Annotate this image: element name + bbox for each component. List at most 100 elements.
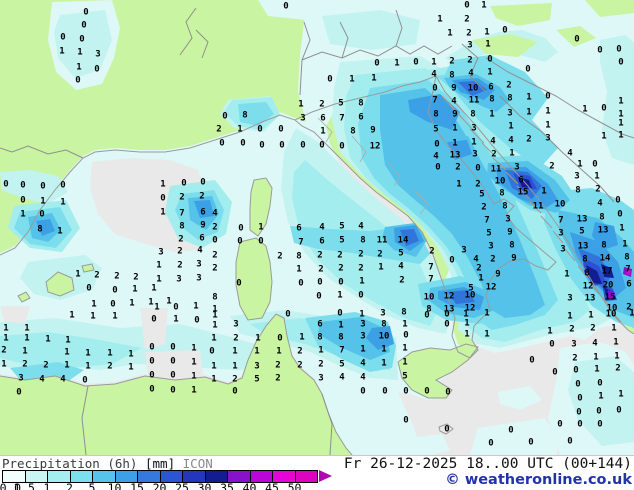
grid-value: 8	[401, 308, 406, 318]
grid-value: 7	[179, 209, 184, 219]
grid-value: 1	[337, 291, 342, 301]
grid-value: 2	[233, 334, 238, 344]
grid-value: 0	[616, 45, 621, 55]
grid-value: 0	[300, 141, 305, 151]
grid-value: 0	[615, 196, 620, 206]
grid-value: 0	[502, 26, 507, 36]
grid-value: 1	[1, 360, 6, 370]
grid-value: 8	[296, 252, 301, 262]
grid-value: 2	[475, 180, 480, 190]
grid-value: 1	[129, 299, 134, 309]
colorbar-tick: 1	[43, 481, 51, 490]
grid-value: 0	[86, 284, 91, 294]
colorbar-segment	[70, 471, 93, 482]
grid-value: 8	[358, 99, 363, 109]
grid-value: 2	[377, 250, 382, 260]
grid-value: 0	[573, 366, 578, 376]
grid-value: 1	[69, 311, 74, 321]
grid-value: 1	[526, 93, 531, 103]
grid-value: 2	[275, 361, 280, 371]
grid-value: 0	[298, 279, 303, 289]
grid-value: 1	[594, 172, 599, 182]
grid-value: 2	[133, 273, 138, 283]
grid-value: 1	[545, 107, 550, 117]
grid-value: 4	[197, 246, 203, 256]
grid-value: 11	[533, 202, 544, 212]
grid-value: 20	[603, 281, 614, 291]
grid-value: 1	[484, 309, 489, 319]
grid-value: 9	[452, 110, 457, 120]
grid-value: 9	[507, 228, 512, 238]
grid-value: 8	[37, 225, 42, 235]
grid-value: 2	[337, 251, 342, 261]
grid-value: 10	[379, 332, 390, 342]
grid-value: 6	[358, 113, 363, 123]
colorbar-segment	[160, 471, 183, 482]
grid-value: 5	[468, 284, 473, 294]
colorbar-tick: 10	[107, 481, 122, 490]
colorbar-segment	[295, 471, 317, 482]
grid-value: 2	[549, 162, 554, 172]
grid-value: 1	[629, 309, 634, 319]
grid-value: 1	[191, 386, 196, 396]
precip-light-alps	[258, 0, 312, 20]
colorbar-segment	[183, 471, 206, 482]
grid-value: 1	[484, 330, 489, 340]
grid-value: 1	[489, 110, 494, 120]
grid-value: 4	[597, 199, 603, 209]
grid-value: 4	[490, 137, 496, 147]
grid-value: 12	[370, 142, 381, 152]
grid-value: 0	[374, 59, 379, 69]
grid-value: 1	[24, 334, 29, 344]
grid-value: 5	[486, 229, 491, 239]
grid-value: 8	[433, 110, 438, 120]
grid-value: 11	[377, 236, 388, 246]
grid-value: 0	[237, 237, 242, 247]
grid-value: 4	[339, 373, 345, 383]
grid-value: 1	[381, 345, 386, 355]
grid-value: 10	[606, 310, 617, 320]
grid-value: 4	[468, 69, 474, 79]
grid-value: 0	[170, 343, 175, 353]
grid-value: 0	[508, 426, 513, 436]
grid-value: 6	[319, 237, 324, 247]
grid-value: 1	[378, 263, 383, 273]
grid-value: 4	[473, 255, 479, 265]
grid-value: 1	[402, 358, 407, 368]
grid-value: 2	[177, 247, 182, 257]
precip-colorbar	[2, 470, 318, 483]
grid-value: 0	[424, 311, 429, 321]
grid-value: 2	[178, 235, 183, 245]
grid-value: 2	[572, 354, 577, 364]
grid-value: 1	[64, 348, 69, 358]
grid-value: 7	[432, 96, 437, 106]
grid-value: 6	[320, 114, 325, 124]
grid-value: 10	[468, 84, 479, 94]
land-sicily	[398, 344, 478, 398]
colorbar-tick: 25	[175, 481, 189, 490]
grid-value: 0	[449, 256, 454, 266]
grid-value: 0	[596, 407, 601, 417]
grid-value: 1	[85, 349, 90, 359]
grid-value: 0	[149, 371, 154, 381]
colorbar-segment	[3, 471, 26, 482]
grid-value: 12	[583, 282, 594, 292]
grid-value: 1	[402, 344, 407, 354]
grid-value: 3	[574, 172, 579, 182]
grid-value: 0	[597, 379, 602, 389]
grid-value: 1	[151, 284, 156, 294]
grid-value: 3	[507, 109, 512, 119]
grid-value: 1	[463, 310, 468, 320]
grid-value: 1	[156, 261, 161, 271]
grid-value: 1	[593, 353, 598, 363]
grid-value: 1	[254, 347, 259, 357]
grid-value: 0	[435, 163, 440, 173]
grid-value: 2	[590, 324, 595, 334]
colorbar-tick: 2	[66, 481, 73, 490]
grid-value: 0	[475, 164, 480, 174]
land-mallorca	[46, 272, 74, 296]
grid-value: 1	[45, 335, 50, 345]
legend-model: ICON	[182, 456, 213, 471]
grid-value: 0	[82, 376, 87, 386]
dalmatian-islands	[441, 95, 622, 323]
